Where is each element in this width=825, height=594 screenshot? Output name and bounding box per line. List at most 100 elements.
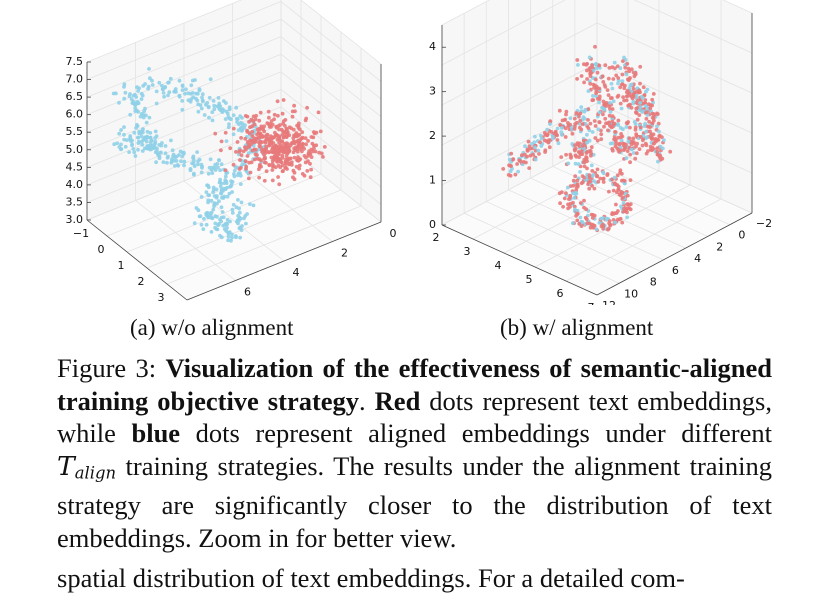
plot-a-blue-dot xyxy=(208,213,213,218)
plot-b-red-dot xyxy=(555,138,560,142)
plot-a-red-dot xyxy=(276,175,280,179)
plot-b-red-dot xyxy=(610,65,615,70)
plot-b-red-dot xyxy=(590,184,594,188)
plot-b-red-dot xyxy=(621,148,626,153)
plot-a-red-dot xyxy=(308,161,312,166)
plot-b-red-dot xyxy=(643,141,648,146)
plot-b-red-dot xyxy=(605,173,610,178)
plot-a-blue-dot xyxy=(215,165,220,170)
plot-a-blue-dot xyxy=(221,215,226,220)
plot-a-blue-dot xyxy=(147,115,152,120)
plot-a-red-dot xyxy=(295,123,299,128)
plot-b-blue-dot xyxy=(642,124,647,128)
plot-a-y-tick-label: 0 xyxy=(390,227,397,240)
plot-b-red-dot xyxy=(506,173,511,177)
plot-b-red-dot xyxy=(607,120,612,125)
plot-a-red-dot xyxy=(267,115,271,120)
plot-b-red-dot xyxy=(655,111,659,116)
plot-b-red-dot xyxy=(525,154,529,159)
plot-b-red-dot xyxy=(623,83,627,88)
plot-b-red-dot xyxy=(601,80,606,84)
plot-b-red-dot xyxy=(566,121,570,125)
plot-a-red-dot xyxy=(258,110,263,115)
plot-a-red-dot xyxy=(270,135,274,140)
plot-b-blue-dot xyxy=(629,82,634,87)
plot-b-red-dot xyxy=(520,153,524,158)
plot-a-red-dot xyxy=(309,135,314,139)
plot-b-z-tick-label: 0 xyxy=(429,218,436,231)
plot-b-red-dot xyxy=(596,179,601,184)
plot-b-blue-dot xyxy=(618,66,623,71)
plot-a-red-dot xyxy=(280,111,285,116)
plot-a-red-dot xyxy=(281,135,286,140)
plot-b-blue-dot xyxy=(597,100,601,105)
plot-b-red-dot xyxy=(596,96,600,101)
plot-a-red-dot xyxy=(287,162,291,167)
plot-b-red-dot xyxy=(634,106,639,111)
plot-b-red-dot xyxy=(601,180,606,184)
plot-b-blue-dot xyxy=(608,141,613,146)
plot-b-red-dot xyxy=(638,135,643,139)
plot-b-blue-dot xyxy=(594,66,599,71)
plot-a-blue-dot xyxy=(147,67,151,71)
plot-a-blue-dot xyxy=(198,103,203,108)
plot-a-blue-dot xyxy=(236,171,241,176)
plot-a-blue-dot xyxy=(117,131,122,136)
plot-b-grid-floor-x xyxy=(534,184,691,268)
plot-a-red-dot xyxy=(291,168,296,173)
plot-a-blue-dot xyxy=(240,224,244,228)
plot-a-blue-dot xyxy=(243,214,248,218)
plot-b-red-dot xyxy=(648,125,652,129)
plot-a-blue-dot xyxy=(229,117,233,122)
plot-a-red-dot xyxy=(259,158,263,163)
plot-a-blue-dot xyxy=(163,151,168,156)
plot-a-blue-dot xyxy=(182,159,187,164)
plot-b-red-dot xyxy=(580,144,585,148)
plot-a-blue-dot xyxy=(148,131,153,135)
plot-a-blue-dot xyxy=(180,84,185,88)
plot-a-blue-dot xyxy=(183,91,187,96)
plot-a-blue-dot xyxy=(127,137,132,142)
plot-a-grid-back-z xyxy=(280,18,382,100)
plot-b-blue-dot xyxy=(625,215,629,220)
plot-b-blue-dot xyxy=(583,107,588,112)
plot-b-blue-dot xyxy=(619,106,624,111)
plot-a-red-dot xyxy=(281,149,286,153)
plot-b-red-dot xyxy=(582,198,586,203)
plot-a-red-dot xyxy=(300,172,305,176)
plot-b-red-dot xyxy=(637,147,642,152)
plot-a-red-dot xyxy=(275,146,280,151)
plot-a-red-dot xyxy=(258,145,263,149)
plot-a-blue-dot xyxy=(208,77,213,82)
plot-b-red-dot xyxy=(613,130,617,134)
plot-b-red-dot xyxy=(575,178,580,183)
plot-a-blue-dot xyxy=(173,164,177,168)
plot-a-z-tick-label: 5.0 xyxy=(66,143,84,156)
plot-b-grid-back-z xyxy=(633,0,753,54)
plot-a-blue-dot xyxy=(132,130,137,135)
plot-a-red-dot xyxy=(238,166,243,170)
plot-a-red-dot xyxy=(247,144,252,149)
plot-b-blue-dot xyxy=(656,159,660,164)
plot-b-blue-dot xyxy=(587,55,592,60)
plot-a-red-dot xyxy=(277,182,282,187)
plot-a-red-dot xyxy=(322,145,327,149)
plot-b-red-dot xyxy=(588,121,593,126)
plot-b-blue-dot xyxy=(622,55,626,60)
plot-b-blue-dot xyxy=(620,79,625,83)
plot-a-red-dot xyxy=(257,175,261,180)
plot-a-blue-dot xyxy=(133,106,138,111)
plot-b-red-dot xyxy=(593,44,597,49)
plot-b-blue-dot xyxy=(645,135,649,140)
plot-a-blue-dot xyxy=(219,235,224,240)
plot-a-blue-dot xyxy=(139,97,144,101)
plot-a-red-dot xyxy=(297,132,302,137)
plot-a-grid-floor-y xyxy=(183,180,285,262)
plot-a-blue-dot xyxy=(184,87,188,92)
plot-b-red-dot xyxy=(513,172,518,177)
plot-a-red-dot xyxy=(243,159,248,164)
plot-b-grid-side-z xyxy=(441,0,491,26)
plot-b-red-dot xyxy=(615,173,620,178)
plot-a-blue-dot xyxy=(228,184,232,189)
plot-a-blue-dot xyxy=(170,148,175,153)
